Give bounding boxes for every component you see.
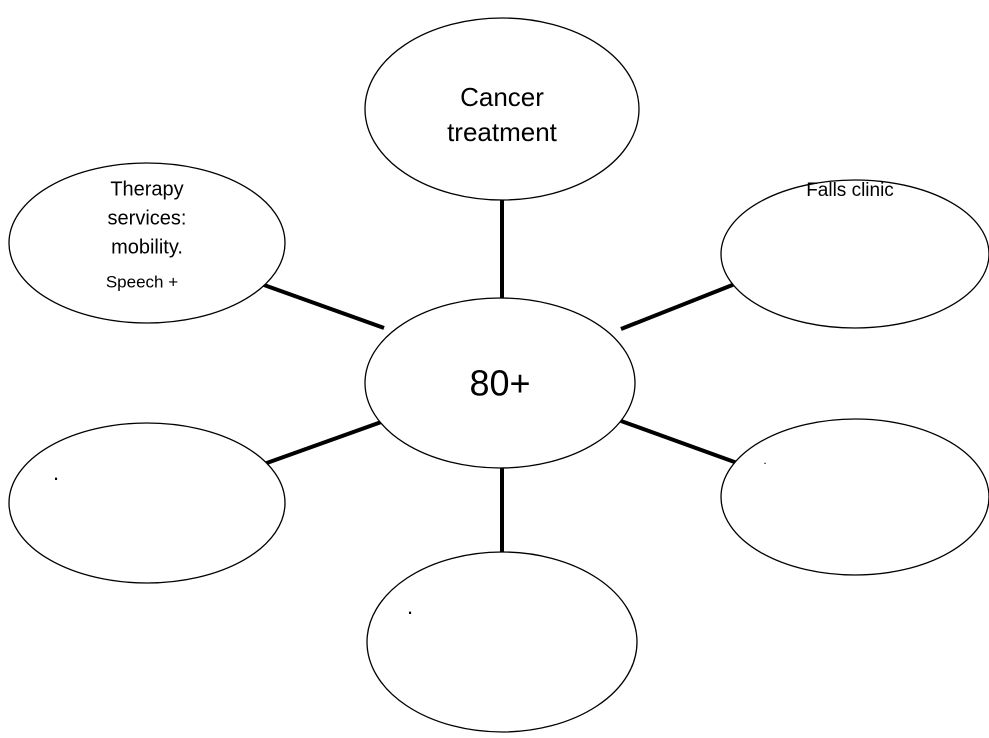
node xyxy=(8,422,286,584)
connectors xyxy=(263,200,741,556)
node xyxy=(720,179,989,329)
node-label: mobility. xyxy=(111,236,183,258)
node-label: . xyxy=(53,460,59,485)
node-label: treatment xyxy=(447,117,558,147)
node-label: Therapy xyxy=(110,178,183,200)
connector xyxy=(620,419,741,466)
node xyxy=(720,418,989,576)
node-label: Speech + xyxy=(106,272,178,291)
node-label: services: xyxy=(108,207,187,229)
node xyxy=(364,17,640,201)
node-label: Cancer xyxy=(460,82,544,112)
node xyxy=(8,162,286,324)
node-label: Falls clinic xyxy=(806,180,894,201)
center-node xyxy=(364,297,636,469)
node xyxy=(366,551,638,733)
connector xyxy=(620,280,741,331)
node-label: . xyxy=(407,594,413,619)
center-label: 80+ xyxy=(469,363,530,404)
node-label: . xyxy=(763,453,766,467)
connector xyxy=(263,419,385,466)
connector xyxy=(263,283,385,330)
